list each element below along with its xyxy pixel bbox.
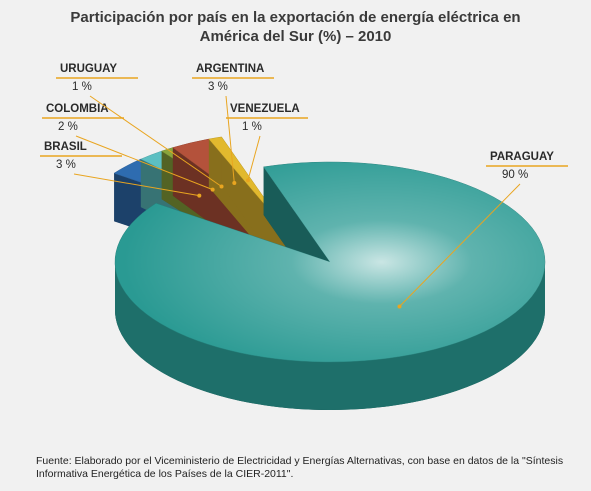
slice-highlight [115, 162, 546, 362]
slice-wall [115, 262, 545, 410]
leader-dot [397, 304, 402, 309]
leader-line [73, 173, 200, 197]
value-label: 2 % [58, 121, 78, 133]
source-note: Fuente: Elaborado por el Viceministerio … [36, 455, 564, 480]
value-label: 90 % [502, 169, 528, 181]
value-label: 3 % [208, 81, 228, 93]
leader-line [247, 135, 261, 181]
chart-title: Participación por país en la exportación… [70, 9, 521, 45]
category-label: VENEZUELA [230, 103, 300, 115]
category-label: COLOMBIA [46, 103, 109, 115]
category-label: BRASIL [44, 141, 87, 153]
leader-dot [197, 193, 202, 198]
leader-dot [245, 178, 250, 183]
category-label: URUGUAY [60, 63, 117, 75]
category-label: ARGENTINA [196, 63, 264, 75]
leader-dot [232, 180, 237, 185]
leader-line [89, 95, 222, 187]
leader-line [225, 95, 235, 184]
category-label: PARAGUAY [490, 151, 554, 163]
value-label: 1 % [242, 121, 262, 133]
value-label: 3 % [56, 159, 76, 171]
leader-dot [219, 184, 224, 189]
leader-line [399, 183, 521, 307]
value-label: 1 % [72, 81, 92, 93]
leader-line [75, 135, 213, 191]
leader-dot [210, 187, 215, 192]
